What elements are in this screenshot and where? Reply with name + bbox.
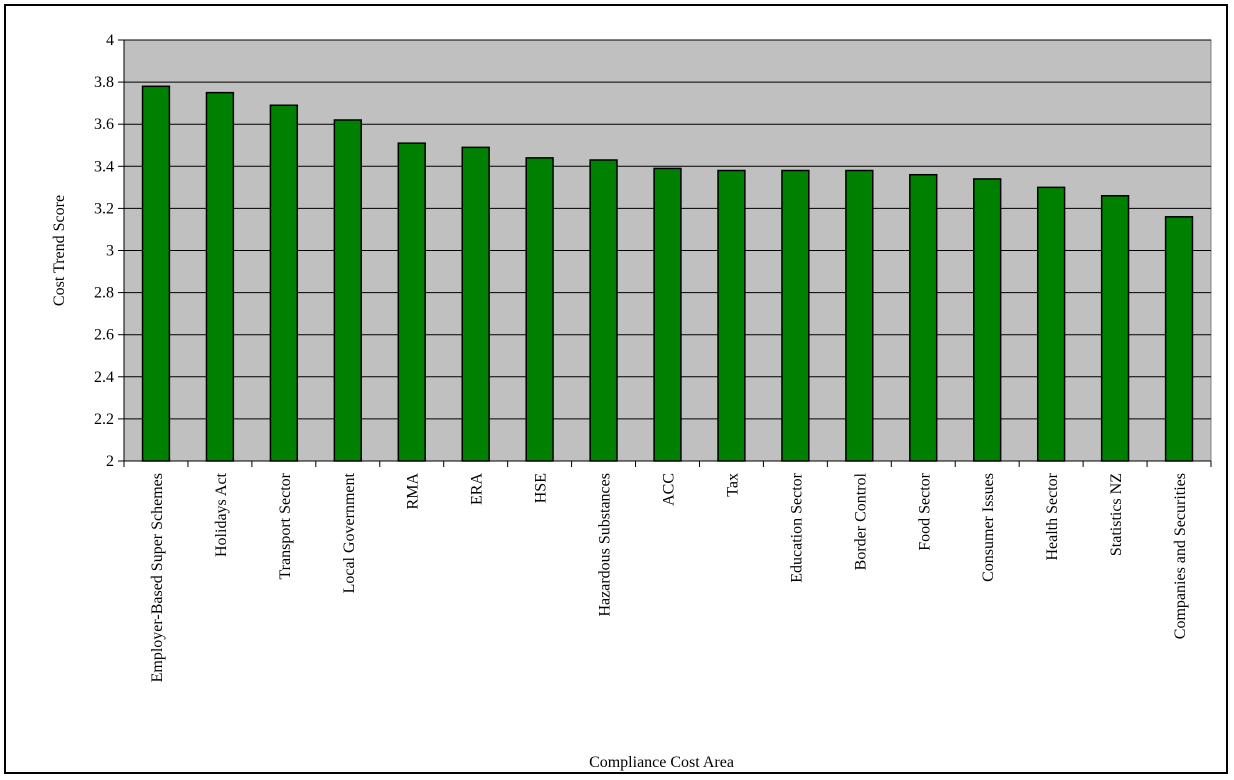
bar <box>973 178 1002 462</box>
x-tick-label: HSE <box>533 473 550 503</box>
x-tick-label: ERA <box>469 473 486 505</box>
bar <box>845 169 874 462</box>
x-tick-label: Local Government <box>341 472 358 593</box>
x-tick-label: Border Control <box>852 472 869 570</box>
x-tick-label: Health Sector <box>1044 472 1061 560</box>
bar <box>461 146 490 462</box>
y-tick-label: 2.8 <box>94 285 114 302</box>
y-tick-label: 2.6 <box>94 327 114 344</box>
x-tick-label: Statistics NZ <box>1108 473 1125 556</box>
bar <box>333 119 362 462</box>
x-tick-label: Holidays Act <box>213 472 230 557</box>
y-tick-label: 3.4 <box>94 158 114 175</box>
bar <box>717 169 746 462</box>
bar <box>269 104 299 462</box>
x-tick-label: Employer-Based Super Schemes <box>149 473 166 682</box>
x-axis-title: Compliance Cost Area <box>589 754 734 771</box>
y-tick-label: 3.6 <box>94 116 114 133</box>
x-tick-label: ACC <box>661 473 678 506</box>
bar <box>525 157 554 462</box>
y-tick-label: 2.2 <box>94 411 114 428</box>
y-axis: 2 2.2 2.4 2.6 2.8 3 3.2 3.4 3.6 3.8 4 <box>94 32 125 470</box>
bar <box>141 85 171 462</box>
bar <box>909 173 938 462</box>
bar <box>1164 216 1194 462</box>
y-tick-label: 2 <box>106 453 114 470</box>
bar <box>653 167 682 462</box>
x-axis: Employer-Based Super Schemes Holidays Act… <box>123 460 1212 682</box>
x-tick-label: Hazardous Substances <box>597 473 614 617</box>
x-tick-label: Companies and Securities <box>1172 473 1189 639</box>
y-tick-label: 3.2 <box>94 200 114 217</box>
y-tick-label: 4 <box>106 32 114 49</box>
bar <box>589 159 618 462</box>
x-tick-label: RMA <box>405 473 422 510</box>
x-tick-label: Tax <box>724 473 741 497</box>
x-tick-label: Education Sector <box>788 472 805 582</box>
x-tick-label: Consumer Issues <box>980 473 997 582</box>
y-axis-title: Cost Trend Score <box>51 195 68 306</box>
y-tick-label: 2.4 <box>94 369 114 386</box>
bar <box>1036 186 1066 462</box>
y-tick-label: 3 <box>106 243 114 260</box>
x-tick-label: Transport Sector <box>277 472 294 579</box>
y-tick-label: 3.8 <box>94 74 114 91</box>
bar <box>781 169 810 462</box>
bar <box>397 142 426 462</box>
bar <box>205 91 235 462</box>
bar <box>1100 195 1130 462</box>
x-tick-label: Food Sector <box>916 472 933 550</box>
